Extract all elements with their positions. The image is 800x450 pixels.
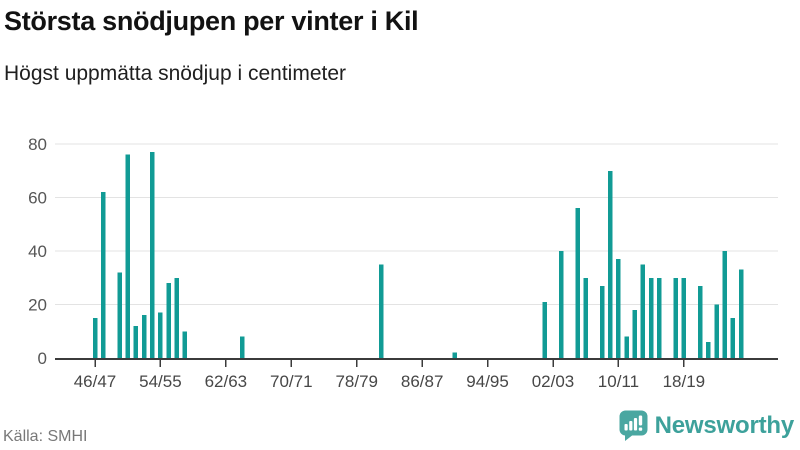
bar: [558, 251, 564, 358]
bar: [706, 341, 711, 358]
bar: [452, 352, 458, 358]
bar: [697, 285, 703, 358]
bar: [379, 264, 384, 358]
bar: [133, 325, 139, 358]
bar: [542, 301, 548, 358]
x-axis-label: 54/55: [139, 372, 182, 391]
bar: [125, 154, 130, 358]
x-axis-label: 70/71: [270, 372, 313, 391]
x-axis-label: 18/19: [663, 372, 706, 391]
bar: [608, 170, 613, 358]
x-axis-label: 46/47: [74, 372, 117, 391]
y-axis-label: 0: [38, 349, 47, 368]
bar: [182, 331, 188, 358]
chart-subtitle: Högst uppmätta snödjup i centimeter: [4, 62, 347, 85]
bar: [117, 272, 122, 358]
x-axis-label: 86/87: [401, 372, 444, 391]
bar: [673, 277, 678, 358]
bar: [166, 283, 171, 358]
x-axis-label: 10/11: [598, 372, 639, 391]
bar: [599, 285, 605, 358]
bar: [648, 277, 654, 358]
y-axis-label: 80: [28, 135, 47, 154]
bar: [239, 336, 245, 358]
x-axis-label: 78/79: [335, 372, 378, 391]
bar: [738, 269, 744, 358]
bar: [141, 315, 147, 358]
bar: [92, 317, 98, 358]
source-note: Källa: SMHI: [3, 428, 88, 445]
bar: [158, 312, 163, 358]
y-axis-label: 20: [28, 296, 47, 315]
y-axis-label: 60: [28, 189, 47, 208]
newsworthy-speech-bubble-barchart-icon: [619, 410, 648, 441]
y-axis-label: 40: [28, 242, 47, 261]
bar: [730, 317, 736, 358]
bar: [624, 336, 629, 358]
bar: [583, 277, 588, 358]
bar: [657, 277, 662, 358]
x-axis-label: 02/03: [532, 372, 575, 391]
bar: [722, 251, 728, 358]
bar: [575, 208, 580, 358]
bar: [640, 264, 646, 358]
bar: [714, 304, 719, 358]
x-axis-label: 62/63: [205, 372, 248, 391]
bar: [681, 277, 687, 358]
newsworthy-logo: Newsworthy: [619, 410, 794, 441]
chart-title: Största snödjupen per vinter i Kil: [4, 6, 419, 36]
bar: [174, 277, 180, 358]
bar: [632, 309, 638, 358]
bar: [150, 152, 155, 358]
newsworthy-logo-text: Newsworthy: [654, 411, 795, 439]
bar: [100, 192, 106, 358]
bar: [616, 259, 621, 358]
x-axis-label: 94/95: [466, 372, 509, 391]
